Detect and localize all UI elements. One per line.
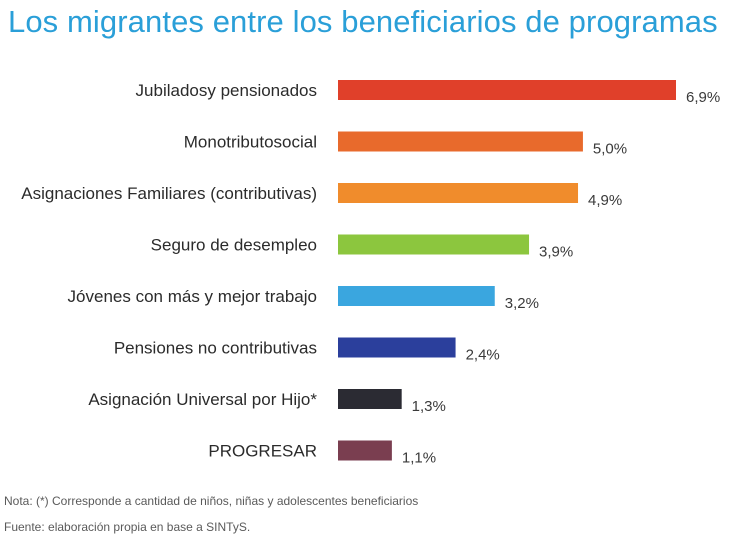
bar [338, 440, 392, 461]
category-label: PROGRESAR [208, 442, 317, 461]
bar [338, 183, 579, 203]
chart-title: Los migrantes entre los beneficiarios de… [8, 4, 718, 39]
bar [338, 80, 676, 100]
category-label: Seguro de desempleo [151, 236, 317, 255]
value-label: 3,9% [539, 244, 573, 261]
value-label: 3,2% [505, 295, 539, 312]
value-label: 6,9% [686, 89, 720, 106]
bar [338, 337, 456, 358]
category-label: Jóvenes con más y mejor trabajo [68, 287, 317, 306]
bar [338, 234, 530, 255]
category-label: Asignación Universal por Hijo* [88, 390, 317, 409]
value-label: 1,3% [412, 398, 446, 415]
bar [338, 131, 583, 152]
category-label: Jubiladosy pensionados [136, 81, 317, 100]
value-label: 2,4% [466, 347, 500, 364]
category-label: Pensiones no contributivas [114, 339, 317, 358]
chart-note: Nota: (*) Corresponde a cantidad de niño… [4, 494, 419, 508]
value-label: 1,1% [402, 450, 436, 467]
category-label: Monotributosocial [184, 133, 317, 152]
value-label: 4,9% [588, 192, 622, 209]
category-label: Asignaciones Familiares (contributivas) [21, 184, 317, 203]
chart-source: Fuente: elaboración propia en base a SIN… [4, 520, 251, 534]
value-label: 5,0% [593, 141, 627, 158]
bar [338, 389, 402, 409]
bars-layer: Jubiladosy pensionados 6,9% Monotributosoc… [21, 80, 720, 467]
bar [338, 286, 495, 306]
